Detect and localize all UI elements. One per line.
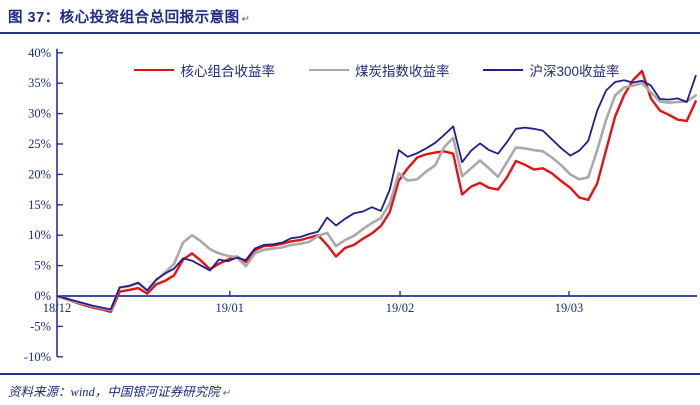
source-note-text: 资料来源：wind，中国银河证券研究院 <box>8 385 220 399</box>
paragraph-mark-icon: ↵ <box>221 388 231 399</box>
y-axis-label: 40% <box>28 46 51 60</box>
legend-item: 沪深300收益率 <box>483 60 620 80</box>
x-axis-label: 18/12 <box>43 301 71 315</box>
y-axis-label: 0% <box>34 289 51 303</box>
legend-item: 核心组合收益率 <box>134 60 275 80</box>
y-axis-label: 10% <box>28 228 51 242</box>
top-divider <box>0 32 700 34</box>
y-axis-label: -5% <box>30 319 51 333</box>
series-line-1 <box>55 81 698 312</box>
x-axis-label: 19/01 <box>216 301 244 315</box>
legend-line-swatch <box>134 69 175 71</box>
y-axis-label: 30% <box>28 107 51 121</box>
source-note: 资料来源：wind，中国银河证券研究院 ↵ <box>8 381 230 400</box>
x-axis-label: 19/03 <box>555 301 583 315</box>
series-line-2 <box>56 75 697 311</box>
chart-legend: 核心组合收益率 煤炭指数收益率 沪深300收益率 <box>57 60 697 80</box>
figure-title-text: 图 37：核心投资组合总回报示意图 <box>8 10 240 26</box>
y-axis-label: -10% <box>24 350 51 364</box>
bottom-divider <box>0 373 700 375</box>
legend-line-swatch <box>308 68 349 72</box>
return-line-chart: 40% 35% 30% 25% 20% 15% 10% 5% 0% -5% -10% 18/12 19/… <box>24 46 698 364</box>
legend-item: 煤炭指数收益率 <box>308 60 450 80</box>
y-axis-label: 15% <box>28 198 51 212</box>
y-axis-label: 20% <box>28 167 51 181</box>
figure-title: 图 37：核心投资组合总回报示意图 ↵ <box>8 6 251 27</box>
legend-label: 沪深300收益率 <box>529 64 620 79</box>
legend-label: 煤炭指数收益率 <box>354 64 450 79</box>
legend-label: 核心组合收益率 <box>180 64 275 79</box>
y-axis-label: 5% <box>34 259 51 273</box>
series-line-0 <box>55 69 697 313</box>
x-axis-label: 19/02 <box>386 301 414 315</box>
paragraph-mark-icon: ↵ <box>241 14 251 25</box>
y-axis-label: 35% <box>28 76 51 90</box>
legend-line-swatch <box>483 69 524 71</box>
y-axis-label: 25% <box>28 137 51 151</box>
